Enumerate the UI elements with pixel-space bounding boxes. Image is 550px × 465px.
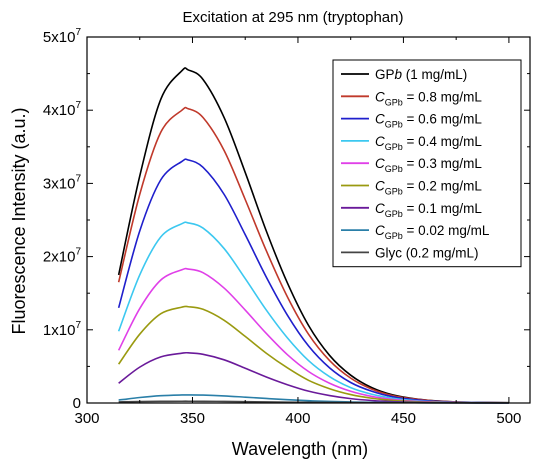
legend-rest: = 0.6 mg/mL: [403, 112, 483, 127]
legend-rest: = 0.1 mg/mL: [403, 201, 483, 216]
legend-main: Glyc (0.2 mg/mL): [375, 245, 479, 260]
y-tick-label: 0: [73, 395, 81, 412]
y-tick-label: 4x107: [43, 100, 82, 119]
x-tick-label: 400: [285, 410, 310, 427]
y-tick-label: 2x107: [43, 247, 82, 266]
y-tick-mantissa: 1x10: [43, 322, 76, 339]
legend-var: C: [375, 201, 385, 216]
x-tick-label: 350: [180, 410, 205, 427]
legend-subscript: GPb: [385, 142, 403, 152]
x-tick-label: 500: [496, 410, 521, 427]
y-tick-exponent: 7: [75, 320, 81, 331]
legend-var: C: [375, 89, 385, 104]
legend-var: C: [375, 179, 385, 194]
legend-entry: GPb (1 mg/mL): [375, 67, 467, 82]
legend-subscript: GPb: [385, 187, 403, 197]
legend-entry: CGPb = 0.6 mg/mL: [375, 112, 482, 130]
y-tick-label: 1x107: [43, 320, 82, 339]
legend-var: C: [375, 156, 385, 171]
legend-rest: = 0.02 mg/mL: [403, 223, 490, 238]
legend-entry: CGPb = 0.1 mg/mL: [375, 201, 482, 219]
legend-entry: CGPb = 0.2 mg/mL: [375, 179, 482, 197]
legend-subscript: GPb: [385, 97, 403, 107]
legend-rest: = 0.4 mg/mL: [403, 134, 483, 149]
y-tick-label: 5x107: [43, 27, 82, 46]
legend-var: C: [375, 134, 385, 149]
y-tick-label: 3x107: [43, 173, 82, 192]
x-tick-label: 450: [391, 410, 416, 427]
legend-rest: = 0.2 mg/mL: [403, 179, 483, 194]
legend-main: GP: [375, 67, 395, 82]
y-tick-mantissa: 5x10: [43, 29, 76, 46]
legend-italic: b: [395, 67, 403, 82]
series-line-6: [117, 305, 509, 404]
legend-rest: (1 mg/mL): [402, 67, 467, 82]
legend-entry: CGPb = 0.02 mg/mL: [375, 223, 490, 241]
legend-entry: CGPb = 0.8 mg/mL: [375, 89, 482, 107]
legend-rest: = 0.3 mg/mL: [403, 156, 483, 171]
legend-entry: Glyc (0.2 mg/mL): [375, 245, 479, 260]
y-tick-mantissa: 4x10: [43, 102, 76, 119]
x-tick-label: 300: [74, 410, 99, 427]
legend-subscript: GPb: [385, 209, 403, 219]
y-tick-exponent: 7: [75, 100, 81, 111]
legend-subscript: GPb: [385, 231, 403, 241]
y-axis-label: Fluorescence Intensity (a.u.): [9, 107, 29, 334]
x-axis-label: Wavelength (nm): [232, 439, 368, 459]
legend-entry: CGPb = 0.3 mg/mL: [375, 156, 482, 174]
y-tick-exponent: 7: [75, 173, 81, 184]
y-tick-mantissa: 3x10: [43, 175, 76, 192]
legend-var: C: [375, 112, 385, 127]
y-tick-exponent: 7: [75, 247, 81, 258]
y-tick-mantissa: 0: [73, 395, 81, 412]
legend-var: C: [375, 223, 385, 238]
legend-entry: CGPb = 0.4 mg/mL: [375, 134, 482, 152]
axes: 300 350 400 450 50001x1072x1073x1074x1075x10…: [43, 27, 531, 427]
y-tick-mantissa: 2x10: [43, 249, 76, 266]
legend-rest: = 0.8 mg/mL: [403, 89, 483, 104]
legend-subscript: GPb: [385, 164, 403, 174]
chart-title: Excitation at 295 nm (tryptophan): [183, 9, 404, 26]
y-tick-exponent: 7: [75, 27, 81, 38]
legend-subscript: GPb: [385, 120, 403, 130]
